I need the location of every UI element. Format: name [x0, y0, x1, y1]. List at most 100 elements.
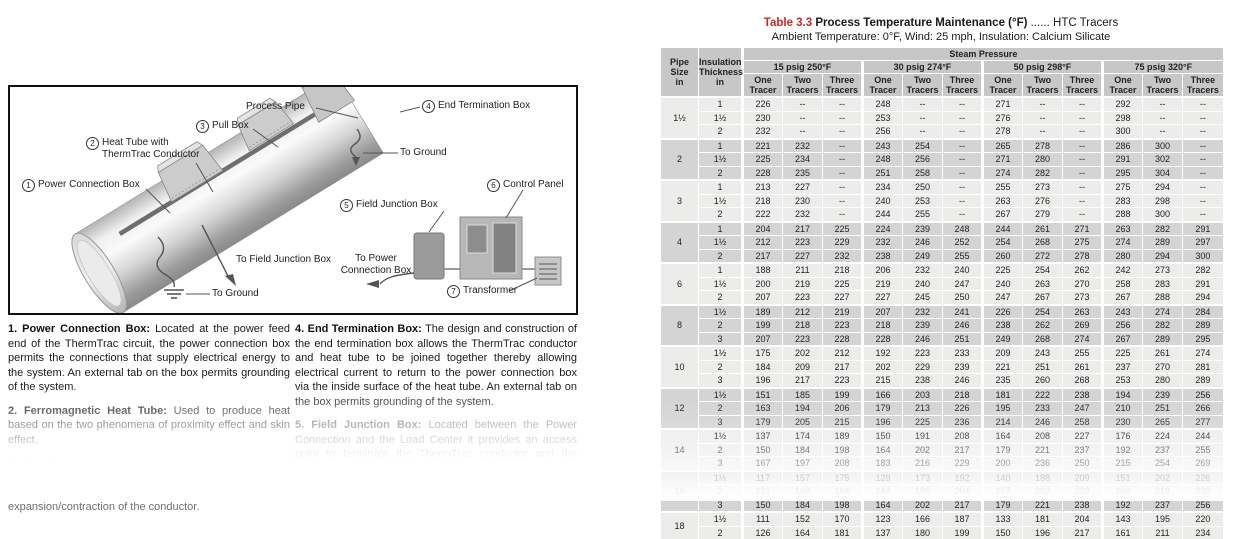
pipe-size-cell: 16 — [660, 469, 699, 512]
table-cell: 278 — [981, 124, 1023, 139]
table-cell: 284 — [1181, 303, 1223, 319]
table-cell: 150 — [741, 442, 783, 457]
table-cell: 267 — [1022, 290, 1063, 305]
table-cell: 217 — [782, 373, 823, 388]
table-header-row: 15 psig 250°F 30 psig 274°F 50 psig 298°F 7… — [661, 60, 1223, 74]
table-cell: 179 — [981, 442, 1023, 457]
table-cell: 195 — [1142, 511, 1183, 526]
description-column-left: 1. Power Connection Box: Located at the … — [8, 322, 290, 523]
table-cell: 227 — [782, 248, 823, 263]
table-cell: 291 — [1181, 220, 1223, 236]
table-cell: 295 — [1101, 165, 1143, 180]
table-cell: 251 — [942, 331, 983, 346]
table-cell: 282 — [1142, 318, 1183, 332]
table-cell: 300 — [1181, 248, 1223, 263]
table-row: 2 199 218 223 218 239 246 238 262 269 256 282 289 — [661, 318, 1223, 332]
table-row: 1½ 1 226 -- -- 248 -- -- 271 -- -- 292 -- -- — [660, 96, 1223, 139]
table-cell: 191 — [902, 428, 943, 443]
table-cell: 181 — [1022, 511, 1063, 526]
table-cell: 212 — [782, 303, 823, 319]
table-cell: 292 — [1101, 96, 1143, 111]
insulation-cell: 1½ — [698, 235, 743, 249]
table-cell: 169 — [782, 484, 823, 498]
table-cell: 126 — [741, 525, 783, 539]
table-cell: 232 — [822, 248, 863, 263]
insulation-cell: 1½ — [698, 345, 743, 360]
table-cell: 240 — [981, 276, 1023, 291]
table-cell: 217 — [822, 359, 863, 374]
table-cell: 228 — [822, 331, 863, 346]
table-cell: -- — [1181, 110, 1223, 125]
pipe-size-cell: 18 — [660, 511, 699, 539]
table-cell: 225 — [1101, 345, 1143, 360]
table-cell: 204 — [1062, 511, 1103, 526]
table-cell: 274 — [1142, 303, 1183, 319]
table-row: 2 126 164 181 137 180 199 150 196 217 161 211 234 — [661, 525, 1223, 539]
table-cell: 196 — [741, 373, 783, 388]
callout-2: 2 — [86, 137, 99, 150]
table-cell: 209 — [1062, 469, 1103, 485]
table-cell: -- — [902, 96, 943, 111]
table-cell: 220 — [1181, 511, 1223, 526]
table-cell: 253 — [902, 193, 943, 208]
table-cell: 215 — [822, 414, 863, 429]
table-cell: 254 — [1022, 303, 1063, 319]
table-row: 1½ 225 234 -- 248 256 -- 271 280 -- 291 302 -- — [661, 152, 1223, 166]
table-cell: 164 — [861, 497, 903, 512]
insulation-cell: 1 — [698, 96, 743, 111]
ground-wire-upper — [350, 128, 361, 158]
table-cell: 224 — [861, 220, 903, 236]
table-cell: 239 — [1142, 386, 1183, 402]
insulation-cell: 3 — [698, 456, 743, 471]
end-termination-box-graphic — [301, 87, 356, 123]
table-cell: 111 — [741, 511, 783, 526]
table-cell: 213 — [902, 401, 943, 415]
table-cell: 206 — [861, 262, 903, 277]
label-field-junction-box: 5 Field Junction Box — [340, 199, 438, 212]
pipe-diagram-art — [71, 87, 562, 313]
table-cell: -- — [782, 124, 823, 139]
table-cell: 229 — [822, 235, 863, 249]
table-row: 3 150 184 198 164 202 217 179 221 238 192 237 256 — [661, 497, 1223, 512]
leader-power-connection — [145, 188, 171, 214]
table-cell: 203 — [902, 386, 943, 402]
table-cell: 152 — [782, 511, 823, 526]
table-cell: -- — [1062, 124, 1103, 139]
insulation-cell: 1½ — [698, 152, 743, 166]
table-cell: 255 — [1062, 345, 1103, 360]
table-cell: 192 — [861, 345, 903, 360]
pull-box-graphic — [237, 97, 295, 152]
table-row: 3 167 197 208 183 216 229 200 236 250 215 254 269 — [661, 456, 1223, 471]
table-cell: 129 — [861, 469, 903, 485]
table-cell: 276 — [981, 110, 1023, 125]
table-cell: 179 — [981, 497, 1023, 512]
table-cell: 268 — [1062, 373, 1103, 388]
table-cell: 254 — [981, 235, 1023, 249]
table-cell: 227 — [782, 179, 823, 194]
conductor-to-field-junction — [201, 224, 230, 279]
table-cell: 202 — [782, 345, 823, 360]
leader-control-panel — [505, 189, 524, 219]
table-cell: 258 — [1101, 276, 1143, 291]
table-cell: 280 — [1022, 152, 1063, 166]
table-cell: -- — [902, 110, 943, 125]
table-cell: 202 — [1142, 469, 1183, 485]
table-cell: 198 — [822, 442, 863, 457]
table-cell: 208 — [822, 456, 863, 471]
table-cell: 297 — [1181, 235, 1223, 249]
table-cell: 235 — [782, 165, 823, 180]
table-cell: 269 — [1181, 456, 1223, 471]
table-cell: 300 — [1101, 124, 1143, 139]
table-cell: 218 — [741, 193, 783, 208]
table-cell: 237 — [1142, 497, 1183, 512]
table-cell: -- — [942, 124, 983, 139]
table-cell: -- — [1181, 152, 1223, 166]
table-cell: 247 — [1062, 401, 1103, 415]
callout-6: 6 — [487, 179, 500, 192]
callout-1: 1 — [22, 179, 35, 192]
table-cell: 286 — [1101, 137, 1143, 153]
table-cell: 261 — [1062, 359, 1103, 374]
table-cell: 300 — [1142, 137, 1183, 153]
table-cell: -- — [1022, 124, 1063, 139]
table-cell: 196 — [1022, 525, 1063, 539]
